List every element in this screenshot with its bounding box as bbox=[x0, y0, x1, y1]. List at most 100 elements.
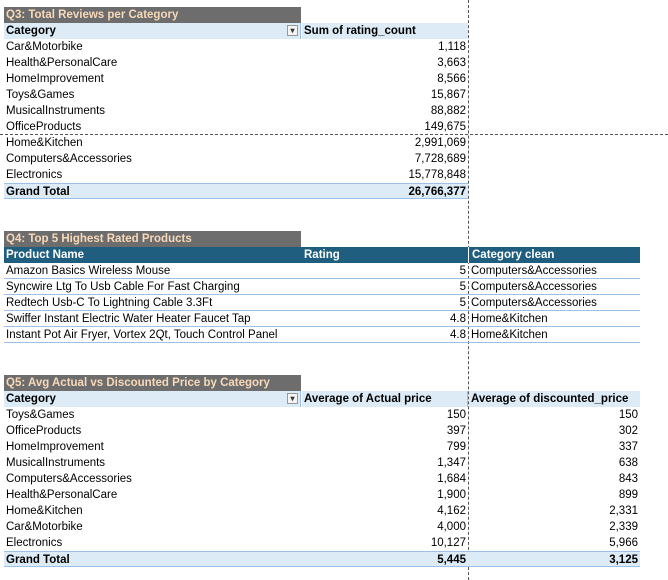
q4-header-category[interactable]: Category clean bbox=[468, 247, 640, 263]
q5-actual-price-cell[interactable]: 10,127 bbox=[430, 537, 466, 549]
q5-total-discounted[interactable]: 3,125 bbox=[468, 551, 640, 567]
q3-category-cell[interactable]: MusicalInstruments bbox=[6, 105, 106, 117]
q5-actual-price-cell[interactable]: 150 bbox=[446, 409, 466, 421]
q4-product-cell[interactable]: Amazon Basics Wireless Mouse bbox=[4, 263, 468, 279]
q3-category-cell[interactable]: Computers&Accessories bbox=[6, 153, 132, 165]
q5-category-cell[interactable]: Car&Motorbike bbox=[6, 521, 83, 533]
table-row: Home&Kitchen 2,991,069 bbox=[4, 135, 468, 151]
q3-header-row: Category ▾ Sum of rating_count bbox=[4, 23, 468, 39]
q5-actual-price-cell[interactable]: 397 bbox=[446, 425, 466, 437]
q5-category-cell[interactable]: Home&Kitchen bbox=[6, 505, 83, 517]
q3-rating-count-cell[interactable]: 1,118 bbox=[438, 41, 466, 53]
q4-category-cell[interactable]: Computers&Accessories bbox=[468, 279, 640, 295]
q3-rating-count-cell[interactable]: 2,991,069 bbox=[414, 137, 466, 149]
table-row: HomeImprovement 8,566 bbox=[4, 71, 468, 87]
q5-discounted-price-cell[interactable]: 2,339 bbox=[609, 521, 638, 533]
table-row: Health&PersonalCare 3,663 bbox=[4, 55, 468, 71]
q4-rating-cell[interactable]: 5 bbox=[301, 295, 468, 311]
table-row: OfficeProducts 397 302 bbox=[4, 423, 640, 439]
table-row: Car&Motorbike 4,000 2,339 bbox=[4, 519, 640, 535]
q4-header-rating[interactable]: Rating bbox=[301, 247, 468, 263]
q5-actual-price-cell[interactable]: 1,347 bbox=[437, 457, 466, 469]
table-row: Computers&Accessories 7,728,689 bbox=[4, 151, 468, 167]
q4-product-cell[interactable]: Swiffer Instant Electric Water Heater Fa… bbox=[4, 311, 468, 327]
q5-discounted-price-cell[interactable]: 843 bbox=[618, 473, 638, 485]
q3-category-cell[interactable]: Electronics bbox=[6, 169, 63, 181]
q3-header-sum[interactable]: Sum of rating_count bbox=[302, 23, 468, 39]
table-row: Swiffer Instant Electric Water Heater Fa… bbox=[4, 311, 640, 327]
q4-category-cell[interactable]: Home&Kitchen bbox=[468, 327, 640, 343]
q3-rating-count-cell[interactable]: 7,728,689 bbox=[414, 153, 466, 165]
q5-header-category[interactable]: Category ▾ bbox=[4, 391, 301, 407]
q5-category-cell[interactable]: Computers&Accessories bbox=[6, 473, 132, 485]
q5-discounted-price-cell[interactable]: 899 bbox=[618, 489, 638, 501]
q4-rating-cell[interactable]: 5 bbox=[301, 263, 468, 279]
q5-header-category-label: Category bbox=[6, 393, 56, 405]
page-break-horizontal bbox=[0, 134, 668, 135]
q5-discounted-price-cell[interactable]: 302 bbox=[618, 425, 638, 437]
q5-discounted-price-cell[interactable]: 5,966 bbox=[609, 537, 638, 549]
q4-header-product[interactable]: Product Name bbox=[4, 247, 301, 263]
q5-actual-price-cell[interactable]: 4,000 bbox=[437, 521, 466, 533]
q5-total-actual[interactable]: 5,445 bbox=[301, 551, 468, 567]
q4-product-cell[interactable]: Syncwire Ltg To Usb Cable For Fast Charg… bbox=[4, 279, 468, 295]
q4-product-cell[interactable]: Instant Pot Air Fryer, Vortex 2Qt, Touch… bbox=[4, 327, 468, 343]
q5-actual-price-cell[interactable]: 1,684 bbox=[437, 473, 466, 485]
q3-total-value[interactable]: 26,766,377 bbox=[301, 183, 468, 199]
q5-category-cell[interactable]: Electronics bbox=[6, 537, 63, 549]
q5-header-actual[interactable]: Average of Actual price bbox=[302, 391, 468, 407]
q3-rating-count-cell[interactable]: 15,867 bbox=[430, 89, 466, 101]
q5-category-cell[interactable]: Health&PersonalCare bbox=[6, 489, 118, 501]
q5-discounted-price-cell[interactable]: 150 bbox=[618, 409, 638, 421]
q5-title: Q5: Avg Actual vs Discounted Price by Ca… bbox=[4, 375, 301, 391]
q4-product-cell[interactable]: Redtech Usb-C To Lightning Cable 3.3Ft bbox=[4, 295, 468, 311]
q3-category-cell[interactable]: HomeImprovement bbox=[6, 73, 104, 85]
q5-discounted-price-cell[interactable]: 638 bbox=[618, 457, 638, 469]
q3-rating-count-cell[interactable]: 3,663 bbox=[437, 57, 466, 69]
q5-category-cell[interactable]: HomeImprovement bbox=[6, 441, 104, 453]
table-row: Car&Motorbike 1,118 bbox=[4, 39, 468, 55]
q5-header-discounted[interactable]: Average of discounted_price bbox=[469, 391, 640, 407]
q5-category-cell[interactable]: OfficeProducts bbox=[6, 425, 82, 437]
q4-rating-cell[interactable]: 4.8 bbox=[301, 327, 468, 343]
q5-total-row: Grand Total 5,445 3,125 bbox=[4, 551, 640, 567]
q3-category-cell[interactable]: Home&Kitchen bbox=[6, 137, 83, 149]
q3-rating-count-cell[interactable]: 8,566 bbox=[437, 73, 466, 85]
q5-actual-price-cell[interactable]: 4,162 bbox=[437, 505, 466, 517]
q4-header-row: Product Name Rating Category clean bbox=[4, 247, 640, 263]
table-row: OfficeProducts 149,675 bbox=[4, 119, 468, 135]
q5-actual-price-cell[interactable]: 1,900 bbox=[437, 489, 466, 501]
table-row: HomeImprovement 799 337 bbox=[4, 439, 640, 455]
q3-rating-count-cell[interactable]: 15,778,848 bbox=[408, 169, 466, 181]
table-row: Toys&Games 150 150 bbox=[4, 407, 640, 423]
table-row: Computers&Accessories 1,684 843 bbox=[4, 471, 640, 487]
filter-sort-icon[interactable]: ▾ bbox=[287, 25, 298, 36]
q4-category-cell[interactable]: Computers&Accessories bbox=[468, 263, 640, 279]
q3-category-cell[interactable]: OfficeProducts bbox=[6, 121, 82, 133]
q3-total-label[interactable]: Grand Total bbox=[4, 183, 301, 199]
q4-rating-cell[interactable]: 5 bbox=[301, 279, 468, 295]
q3-rating-count-cell[interactable]: 88,882 bbox=[430, 105, 466, 117]
table-row: Electronics 10,127 5,966 bbox=[4, 535, 640, 551]
q3-category-cell[interactable]: Car&Motorbike bbox=[6, 41, 83, 53]
q5-header-row: Category ▾ Average of Actual price Avera… bbox=[4, 391, 640, 407]
q3-header-category[interactable]: Category ▾ bbox=[4, 23, 301, 39]
q3-category-cell[interactable]: Toys&Games bbox=[6, 89, 75, 101]
q5-category-cell[interactable]: MusicalInstruments bbox=[6, 457, 106, 469]
q5-discounted-price-cell[interactable]: 337 bbox=[618, 441, 638, 453]
table-row: Toys&Games 15,867 bbox=[4, 87, 468, 103]
q4-category-cell[interactable]: Computers&Accessories bbox=[468, 295, 640, 311]
q5-total-label[interactable]: Grand Total bbox=[4, 551, 301, 567]
q4-category-cell[interactable]: Home&Kitchen bbox=[468, 311, 640, 327]
table-row: Home&Kitchen 4,162 2,331 bbox=[4, 503, 640, 519]
q5-actual-price-cell[interactable]: 799 bbox=[446, 441, 466, 453]
q4-rating-cell[interactable]: 4.8 bbox=[301, 311, 468, 327]
q3-category-cell[interactable]: Health&PersonalCare bbox=[6, 57, 118, 69]
q5-category-cell[interactable]: Toys&Games bbox=[6, 409, 75, 421]
table-row: Redtech Usb-C To Lightning Cable 3.3Ft 5 C… bbox=[4, 295, 640, 311]
q5-discounted-price-cell[interactable]: 2,331 bbox=[609, 505, 638, 517]
filter-sort-icon[interactable]: ▾ bbox=[287, 393, 298, 404]
q3-rating-count-cell[interactable]: 149,675 bbox=[424, 121, 466, 133]
page-break-vertical bbox=[468, 0, 469, 580]
table-row: Health&PersonalCare 1,900 899 bbox=[4, 487, 640, 503]
